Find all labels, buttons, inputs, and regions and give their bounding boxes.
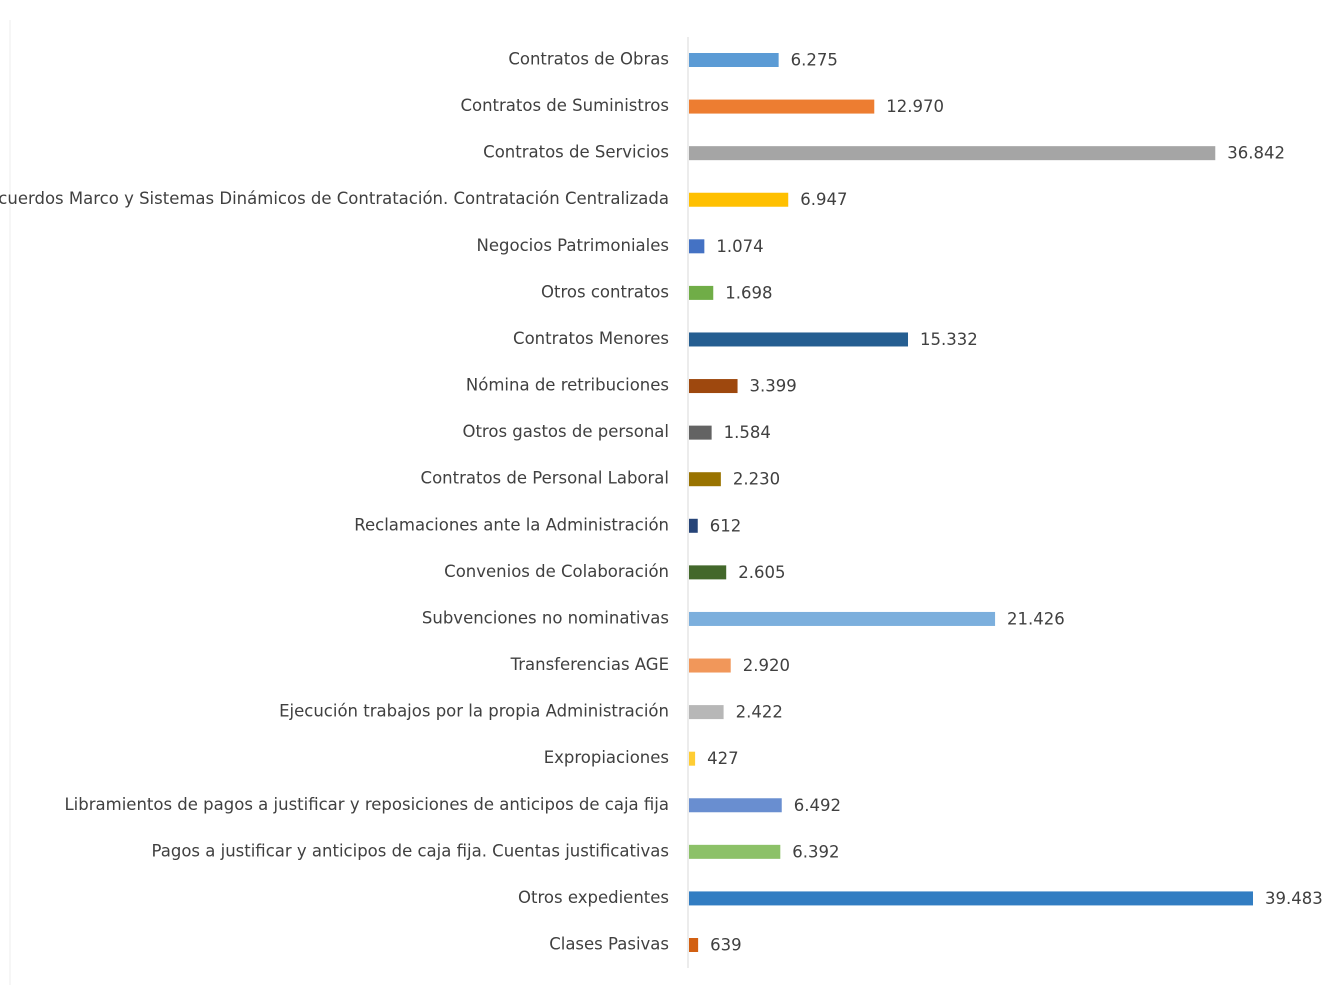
category-label: Otros contratos bbox=[541, 282, 669, 301]
value-label: 12.970 bbox=[886, 97, 944, 116]
bar bbox=[689, 798, 782, 813]
value-label: 15.332 bbox=[920, 330, 978, 349]
category-label: Negocios Patrimoniales bbox=[477, 236, 669, 255]
value-label: 39.483 bbox=[1265, 889, 1323, 908]
value-label: 639 bbox=[710, 936, 742, 955]
category-label: Expropiaciones bbox=[544, 748, 669, 767]
bar bbox=[689, 705, 724, 720]
category-label: Contratos de Suministros bbox=[460, 96, 669, 115]
value-label: 1.074 bbox=[716, 237, 763, 256]
value-label: 6.492 bbox=[794, 796, 841, 815]
category-label: Clases Pasivas bbox=[549, 935, 669, 954]
bar bbox=[689, 146, 1216, 161]
bar bbox=[689, 53, 779, 67]
category-label: Contratos de Personal Laboral bbox=[421, 469, 669, 488]
bar bbox=[689, 332, 909, 347]
category-label: Contratos de Obras bbox=[508, 50, 669, 69]
bar bbox=[689, 192, 789, 207]
bar bbox=[689, 425, 712, 440]
bar bbox=[689, 472, 721, 487]
category-label: Acuerdos Marco y Sistemas Dinámicos de C… bbox=[0, 189, 669, 208]
value-label: 2.920 bbox=[743, 656, 790, 675]
bar bbox=[689, 938, 699, 952]
category-label: Nómina de retribuciones bbox=[466, 376, 669, 395]
value-label: 612 bbox=[710, 516, 742, 535]
bar bbox=[689, 844, 781, 859]
category-label: Otros gastos de personal bbox=[462, 422, 669, 441]
bar bbox=[689, 565, 727, 580]
value-label: 2.422 bbox=[736, 703, 783, 722]
bar bbox=[689, 518, 698, 533]
bar bbox=[689, 611, 996, 626]
value-label: 2.230 bbox=[733, 470, 780, 489]
category-label: Contratos Menores bbox=[513, 329, 669, 348]
bar bbox=[689, 891, 1253, 906]
category-label: Reclamaciones ante la Administración bbox=[354, 515, 669, 534]
value-label: 6.392 bbox=[792, 842, 839, 861]
category-label: Convenios de Colaboración bbox=[444, 562, 669, 581]
value-label: 3.399 bbox=[750, 377, 797, 396]
category-label: Ejecución trabajos por la propia Adminis… bbox=[279, 702, 669, 721]
bar bbox=[689, 285, 714, 300]
category-label: Libramientos de pagos a justificar y rep… bbox=[64, 795, 669, 814]
bar bbox=[689, 99, 875, 114]
category-label: Contratos de Servicios bbox=[483, 143, 669, 162]
category-label: Otros expedientes bbox=[518, 888, 669, 907]
category-label: Transferencias AGE bbox=[510, 655, 669, 674]
value-label: 6.947 bbox=[800, 190, 847, 209]
value-label: 21.426 bbox=[1007, 609, 1065, 628]
category-label: Pagos a justificar y anticipos de caja f… bbox=[152, 841, 669, 860]
value-label: 6.275 bbox=[791, 51, 838, 70]
bar bbox=[689, 751, 696, 766]
bar bbox=[689, 239, 705, 254]
value-label: 1.584 bbox=[724, 423, 771, 442]
bar bbox=[689, 379, 738, 394]
bar bbox=[689, 658, 731, 673]
category-label: Subvenciones no nominativas bbox=[422, 608, 669, 627]
value-label: 36.842 bbox=[1227, 144, 1285, 163]
value-label: 1.698 bbox=[725, 283, 772, 302]
value-label: 2.605 bbox=[738, 563, 785, 582]
value-label: 427 bbox=[707, 749, 739, 768]
